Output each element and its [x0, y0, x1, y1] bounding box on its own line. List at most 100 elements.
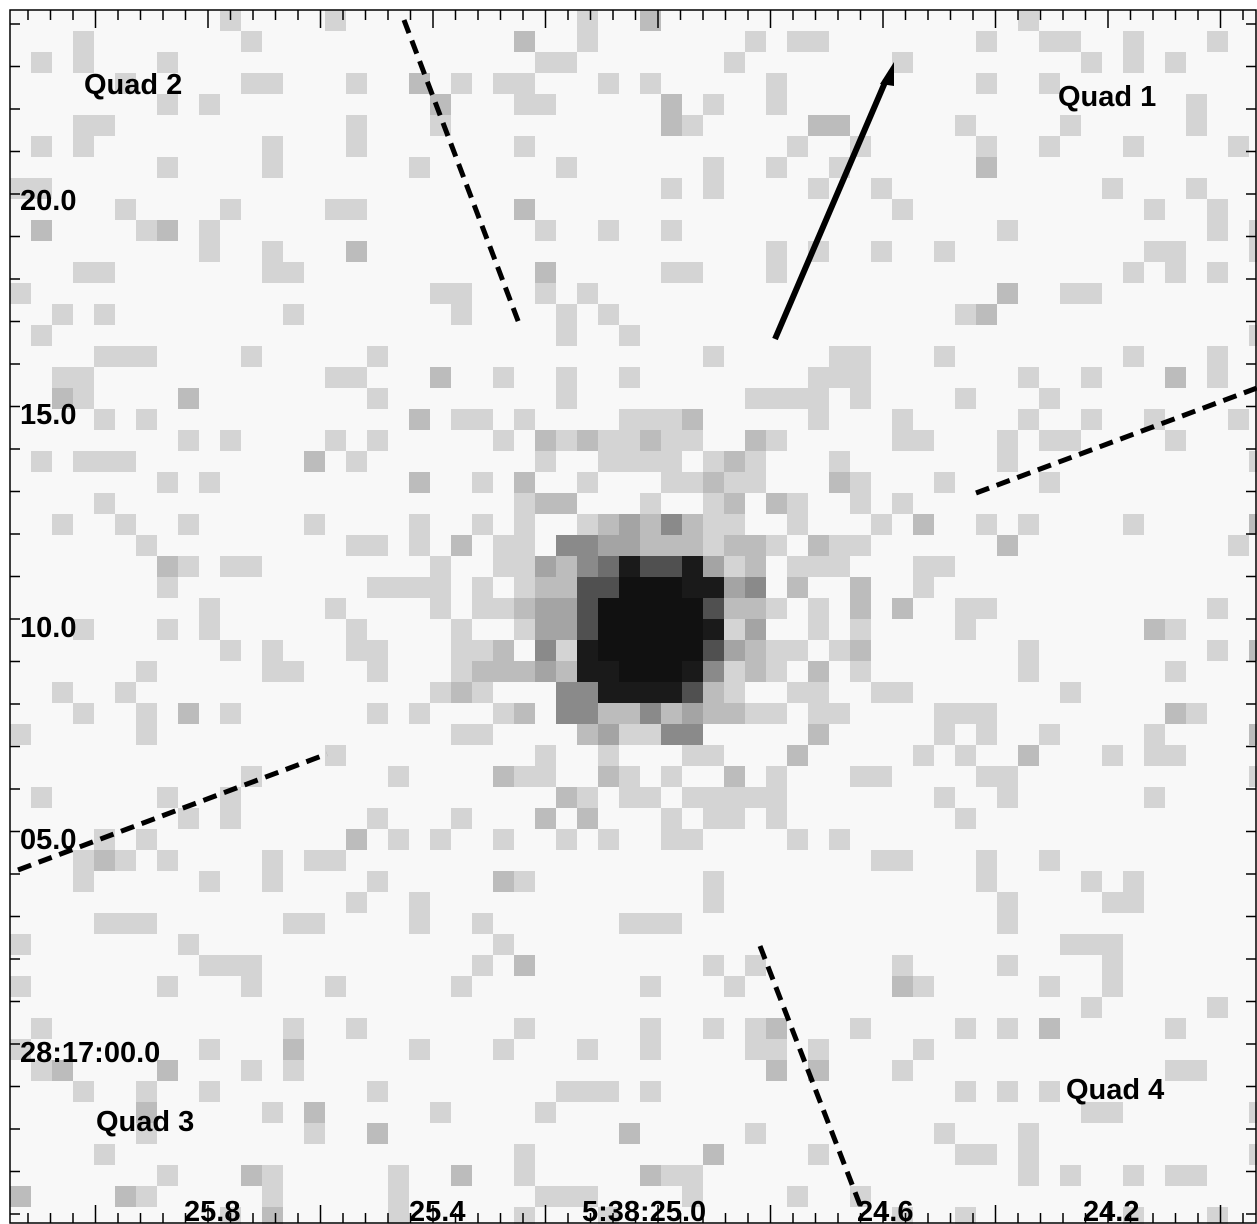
count-pixel	[913, 514, 934, 535]
count-pixel	[1102, 976, 1123, 997]
count-pixel	[430, 283, 451, 304]
count-pixel	[94, 262, 115, 283]
count-pixel	[682, 514, 703, 535]
count-pixel	[724, 976, 745, 997]
count-pixel	[304, 850, 325, 871]
count-pixel	[850, 766, 871, 787]
count-pixel	[808, 556, 829, 577]
count-pixel	[115, 1186, 136, 1207]
count-pixel	[514, 703, 535, 724]
count-pixel	[535, 556, 556, 577]
count-pixel	[850, 367, 871, 388]
count-pixel	[619, 325, 640, 346]
count-pixel	[31, 451, 52, 472]
count-pixel	[598, 598, 619, 619]
count-pixel	[619, 787, 640, 808]
count-pixel	[682, 829, 703, 850]
count-pixel	[892, 598, 913, 619]
count-pixel	[1060, 682, 1081, 703]
count-pixel	[493, 829, 514, 850]
count-pixel	[724, 598, 745, 619]
count-pixel	[808, 409, 829, 430]
count-pixel	[1144, 409, 1165, 430]
count-pixel	[346, 535, 367, 556]
count-pixel	[1123, 892, 1144, 913]
count-pixel	[262, 1165, 283, 1186]
count-pixel	[682, 661, 703, 682]
count-pixel	[766, 157, 787, 178]
count-pixel	[871, 241, 892, 262]
count-pixel	[157, 94, 178, 115]
count-pixel	[745, 955, 766, 976]
count-pixel	[1081, 871, 1102, 892]
count-pixel	[598, 724, 619, 745]
count-pixel	[934, 241, 955, 262]
count-pixel	[892, 430, 913, 451]
count-pixel	[976, 703, 997, 724]
count-pixel	[493, 703, 514, 724]
dec-label-15: 15.0	[20, 399, 76, 431]
count-pixel	[94, 451, 115, 472]
count-pixel	[31, 1060, 52, 1081]
count-pixel	[241, 955, 262, 976]
count-pixel	[367, 430, 388, 451]
count-pixel	[73, 850, 94, 871]
count-pixel	[892, 409, 913, 430]
count-pixel	[514, 493, 535, 514]
count-pixel	[1102, 955, 1123, 976]
count-pixel	[409, 472, 430, 493]
count-pixel	[661, 829, 682, 850]
count-pixel	[367, 703, 388, 724]
count-pixel	[661, 766, 682, 787]
count-pixel	[136, 346, 157, 367]
count-pixel	[1060, 283, 1081, 304]
count-pixel	[1039, 31, 1060, 52]
count-pixel	[787, 493, 808, 514]
count-pixel	[1039, 430, 1060, 451]
count-pixel	[577, 472, 598, 493]
axis-ticks	[10, 10, 1256, 1223]
count-pixel	[136, 1081, 157, 1102]
count-pixel	[556, 556, 577, 577]
count-pixel	[850, 598, 871, 619]
count-pixel	[661, 409, 682, 430]
count-pixel	[724, 472, 745, 493]
count-pixel	[976, 157, 997, 178]
count-pixel	[157, 472, 178, 493]
count-pixel	[703, 640, 724, 661]
count-pixel	[451, 304, 472, 325]
count-pixel	[577, 724, 598, 745]
count-pixel	[997, 535, 1018, 556]
count-pixel	[724, 682, 745, 703]
count-pixel	[325, 598, 346, 619]
count-pixel	[1123, 52, 1144, 73]
count-pixel	[493, 661, 514, 682]
count-pixel	[892, 976, 913, 997]
count-pixel	[388, 1186, 409, 1207]
count-pixel	[955, 1081, 976, 1102]
count-pixel	[640, 598, 661, 619]
count-pixel	[640, 1039, 661, 1060]
count-pixel	[31, 325, 52, 346]
count-pixel	[1165, 1018, 1186, 1039]
count-pixel	[640, 619, 661, 640]
count-pixel	[346, 241, 367, 262]
count-pixel	[829, 472, 850, 493]
count-pixel	[661, 703, 682, 724]
count-pixel	[199, 619, 220, 640]
count-pixel	[514, 577, 535, 598]
count-pixel	[262, 871, 283, 892]
count-pixel	[976, 514, 997, 535]
count-pixel	[94, 493, 115, 514]
count-pixel	[619, 619, 640, 640]
count-pixel	[388, 829, 409, 850]
count-pixel	[682, 115, 703, 136]
count-pixel	[556, 325, 577, 346]
count-pixel	[1039, 472, 1060, 493]
count-pixel	[115, 346, 136, 367]
count-pixel	[535, 808, 556, 829]
count-pixel	[52, 514, 73, 535]
count-pixel	[52, 367, 73, 388]
count-pixel	[199, 598, 220, 619]
count-pixel	[262, 262, 283, 283]
